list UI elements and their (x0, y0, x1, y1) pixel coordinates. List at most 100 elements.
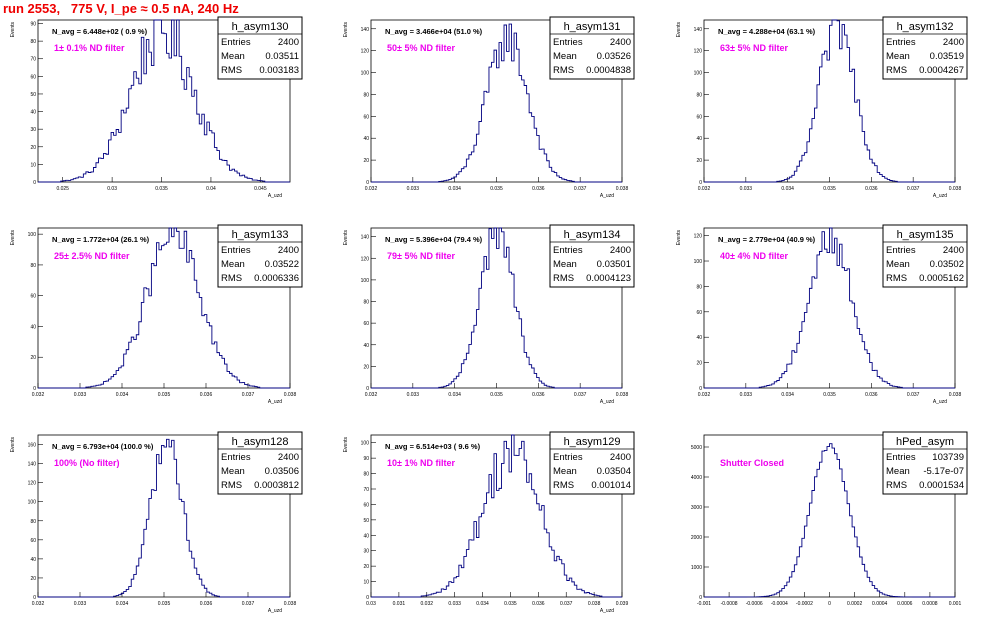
histogram-panel-h_asym134: 0 20 40 60 80 100 120 140 0.032 0.033 0.034 0.035 0.… (343, 224, 635, 405)
y-tick-label: 80 (30, 519, 36, 525)
stats-title: h_asym132 (897, 21, 954, 33)
y-tick-label: 60 (30, 74, 36, 80)
x-tick-label: 0.034 (781, 392, 794, 398)
y-tick-label: 120 (28, 481, 37, 487)
y-tick-label: 10 (30, 162, 36, 168)
y-tick-label: 40 (696, 335, 702, 341)
stats-entries-label: Entries (221, 452, 251, 463)
filter-annotation: 50± 5% ND filter (387, 43, 455, 53)
x-tick-label: 0.03 (366, 601, 376, 607)
y-tick-label: 2000 (691, 535, 702, 541)
stats-title: h_asym131 (564, 21, 621, 33)
x-tick-label: 0.034 (448, 186, 461, 192)
histogram-panel-h_asym131: 0 20 40 60 80 100 120 140 0.032 0.033 0.034 0.035 0.… (343, 16, 635, 199)
x-axis-label: A_uzd (268, 193, 282, 199)
x-tick-label: 0.033 (448, 601, 461, 607)
histogram-panel-h_asym130: 0 10 20 30 40 50 60 70 80 90 0.025 0.03 0.035 0.04 0.0… (10, 16, 303, 199)
y-tick-label: 50 (363, 518, 369, 524)
stats-rms-label: RMS (886, 273, 907, 284)
y-axis-label: Events (676, 230, 682, 246)
y-tick-label: 70 (363, 487, 369, 493)
y-tick-label: 20 (696, 361, 702, 367)
stats-mean-label: Mean (886, 51, 910, 62)
x-tick-label: 0.036 (532, 601, 545, 607)
y-tick-label: 140 (28, 462, 37, 468)
stats-rms-label: RMS (553, 480, 574, 491)
stats-box: h_asym134 Entries 2400 Mean 0.03501 RMS 0.0004… (549, 224, 635, 288)
stats-title: h_asym134 (564, 229, 621, 241)
stats-mean-value: 0.03526 (597, 51, 631, 62)
stats-box: h_asym133 Entries 2400 Mean 0.03522 RMS 0.0006… (217, 224, 303, 288)
histogram-series (38, 227, 290, 389)
y-tick-label: 0 (33, 386, 36, 392)
y-tick-label: 20 (30, 576, 36, 582)
y-tick-label: 140 (361, 235, 370, 241)
x-tick-label: 0.033 (407, 186, 420, 192)
x-tick-label: 0.038 (616, 186, 629, 192)
stats-title: hPed_asym (896, 436, 954, 448)
y-axis-label: Events (10, 437, 16, 453)
stats-mean-label: Mean (221, 51, 245, 62)
x-tick-label: 0.033 (740, 186, 753, 192)
stats-mean-label: Mean (221, 259, 245, 270)
x-tick-label: 0.035 (504, 601, 517, 607)
x-tick-label: 0.032 (421, 601, 434, 607)
x-tick-label: 0.038 (588, 601, 601, 607)
stats-box: h_asym130 Entries 2400 Mean 0.03511 RMS 0.0031… (217, 16, 303, 80)
x-tick-label: 0.032 (365, 186, 378, 192)
stats-entries-value: 2400 (610, 37, 631, 48)
navg-label: N_avg = 1.772e+04 (26.1 %) (52, 235, 150, 244)
y-axis-label: Events (10, 230, 16, 246)
stats-rms-label: RMS (553, 65, 574, 76)
stats-rms-value: 0.0006336 (254, 273, 299, 284)
histogram-series (38, 438, 290, 598)
stats-rms-label: RMS (221, 480, 242, 491)
stats-entries-label: Entries (221, 37, 251, 48)
x-tick-label: 0.036 (200, 392, 213, 398)
x-tick-label: 0.031 (393, 601, 406, 607)
x-tick-label: 0.032 (32, 392, 45, 398)
y-tick-label: 70 (30, 57, 36, 63)
filter-annotation: 100% (No filter) (54, 458, 120, 468)
filter-annotation: 25± 2.5% ND filter (54, 251, 130, 261)
x-tick-label: 0.04 (206, 186, 216, 192)
x-tick-label: 0.039 (616, 601, 629, 607)
x-tick-label: 0.035 (490, 186, 503, 192)
y-tick-label: 40 (363, 343, 369, 349)
histogram-series (371, 227, 622, 389)
stats-entries-value: 2400 (278, 37, 299, 48)
x-tick-label: 0.025 (56, 186, 69, 192)
navg-label: N_avg = 3.466e+04 (51.0 %) (385, 27, 483, 36)
x-tick-label: 0.032 (698, 392, 711, 398)
filter-annotation: 10± 1% ND filter (387, 458, 455, 468)
x-axis-label: A_uzd (268, 399, 282, 405)
y-tick-label: 50 (30, 92, 36, 98)
y-tick-label: 0 (699, 386, 702, 392)
stats-mean-label: Mean (886, 466, 910, 477)
x-tick-label: 0 (828, 601, 831, 607)
x-tick-label: 0.034 (116, 392, 129, 398)
stats-mean-label: Mean (886, 259, 910, 270)
y-tick-label: 60 (696, 114, 702, 120)
y-tick-label: 80 (363, 472, 369, 478)
x-axis-label: A_uzd (933, 399, 947, 405)
y-tick-label: 5000 (691, 445, 702, 451)
navg-label: N_avg = 2.779e+04 (40.9 %) (718, 235, 816, 244)
x-tick-label: 0.03 (107, 186, 117, 192)
stats-box: h_asym129 Entries 2400 Mean 0.03504 RMS 0.0010… (549, 431, 635, 495)
stats-rms-label: RMS (221, 65, 242, 76)
y-tick-label: 80 (696, 92, 702, 98)
histogram-series (704, 443, 955, 598)
x-tick-label: 0.032 (698, 186, 711, 192)
y-tick-label: 3000 (691, 505, 702, 511)
y-tick-label: 160 (28, 443, 37, 449)
y-tick-label: 1000 (691, 565, 702, 571)
y-axis-label: Events (343, 22, 349, 38)
y-tick-label: 30 (30, 127, 36, 133)
y-tick-label: 4000 (691, 475, 702, 481)
stats-entries-label: Entries (553, 452, 583, 463)
stats-entries-label: Entries (553, 37, 583, 48)
stats-title: h_asym129 (564, 436, 621, 448)
stats-mean-label: Mean (553, 259, 577, 270)
filter-annotation: Shutter Closed (720, 458, 784, 468)
